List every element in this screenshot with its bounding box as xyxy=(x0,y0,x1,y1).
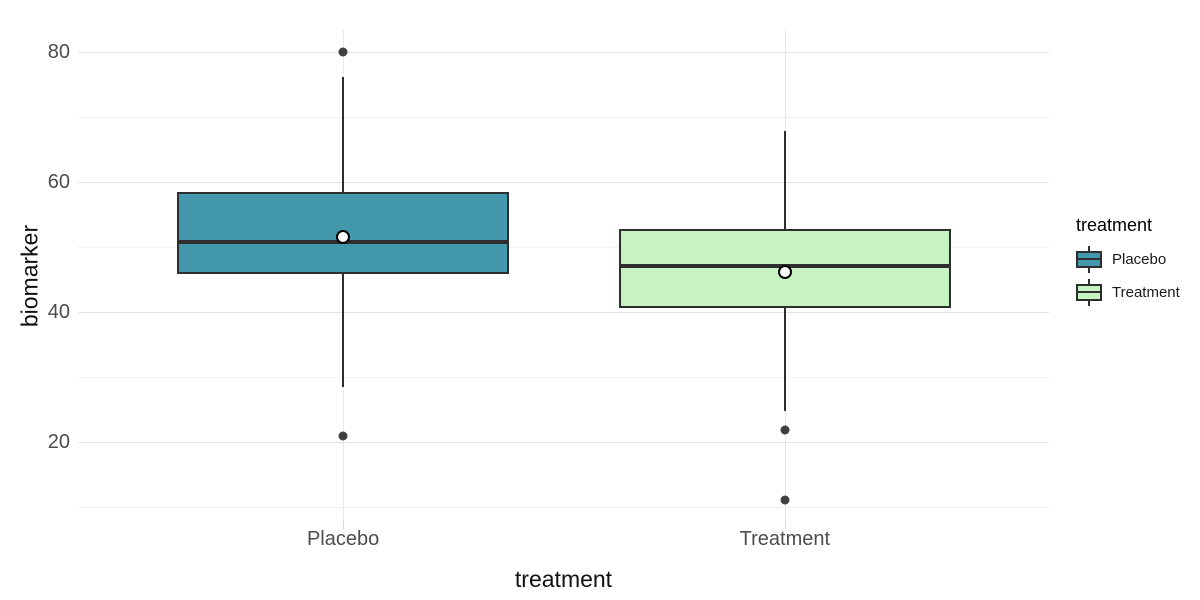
y-gridline-major xyxy=(78,52,1049,54)
outlier-point xyxy=(780,425,790,435)
outlier-point xyxy=(338,47,348,57)
legend-key-boxplot-icon xyxy=(1076,279,1102,306)
legend-item: Placebo xyxy=(1076,246,1200,273)
box xyxy=(177,192,510,275)
x-tick-mark xyxy=(343,522,345,529)
x-tick-label: Placebo xyxy=(306,528,380,550)
y-axis-title: biomarker xyxy=(16,224,43,328)
outlier-point xyxy=(338,431,348,441)
x-tick-mark xyxy=(784,522,786,529)
y-tick-label: 40 xyxy=(47,301,70,324)
legend-item: Treatment xyxy=(1076,279,1200,306)
y-gridline-major xyxy=(78,442,1049,444)
legend: treatment Placebo Treatment xyxy=(1064,215,1200,312)
y-gridline-minor xyxy=(78,117,1049,119)
x-tick-label: Treatment xyxy=(739,528,831,550)
x-axis-title: treatment xyxy=(514,566,613,592)
y-gridline-major xyxy=(78,312,1049,314)
legend-key-median xyxy=(1076,258,1102,260)
legend-key-median xyxy=(1076,291,1102,293)
outlier-point xyxy=(780,495,790,505)
mean-point xyxy=(777,264,792,279)
y-gridline-minor xyxy=(78,377,1049,379)
mean-point xyxy=(336,230,351,245)
legend-item-label: Placebo xyxy=(1112,251,1167,268)
legend-key-boxplot-icon xyxy=(1076,246,1102,273)
legend-item-label: Treatment xyxy=(1112,284,1180,301)
y-gridline-major xyxy=(78,182,1049,184)
legend-items: Placebo Treatment xyxy=(1064,246,1200,306)
y-tick-label: 20 xyxy=(47,431,70,454)
y-tick-label: 80 xyxy=(47,41,70,64)
plot-panel xyxy=(78,30,1049,522)
y-gridline-minor xyxy=(78,247,1049,249)
legend-title: treatment xyxy=(1076,215,1153,235)
y-tick-label: 60 xyxy=(47,171,70,194)
y-gridline-minor xyxy=(78,507,1049,509)
